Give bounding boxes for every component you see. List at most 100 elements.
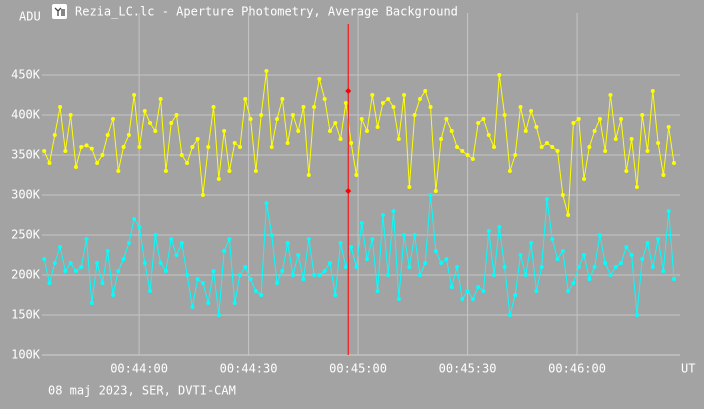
data-point <box>275 281 280 285</box>
data-point <box>417 273 422 277</box>
data-point <box>195 137 200 141</box>
data-point <box>317 77 322 81</box>
data-point <box>507 313 512 317</box>
data-point <box>592 129 597 133</box>
data-point <box>243 265 248 269</box>
data-point <box>454 265 459 269</box>
data-point <box>439 261 444 265</box>
y-tick-label: 100K <box>11 348 41 362</box>
data-point <box>486 229 491 233</box>
data-point <box>571 121 576 125</box>
data-point <box>137 225 142 229</box>
app-icon <box>52 4 67 19</box>
data-point <box>306 173 311 177</box>
data-point <box>375 125 380 129</box>
data-point <box>269 233 274 237</box>
chart-title: Rezia_LC.lc - Aperture Photometry, Avera… <box>75 5 458 19</box>
data-point <box>529 241 534 245</box>
data-point <box>269 145 274 149</box>
data-point <box>529 109 534 113</box>
data-point <box>89 146 94 151</box>
data-point <box>158 97 163 101</box>
data-point <box>301 277 306 281</box>
data-point <box>592 265 597 269</box>
data-point <box>285 141 290 145</box>
cursor-marker <box>345 88 352 94</box>
data-point <box>656 237 661 241</box>
data-point <box>253 169 258 173</box>
data-point <box>343 265 348 269</box>
data-point <box>597 117 602 121</box>
data-point <box>280 97 285 101</box>
data-point <box>566 213 571 217</box>
data-point <box>370 93 375 97</box>
data-point <box>190 305 195 309</box>
data-point <box>354 265 359 269</box>
data-point <box>423 261 428 265</box>
data-point <box>539 145 544 149</box>
data-point <box>359 117 364 121</box>
data-point <box>470 157 475 161</box>
data-point <box>238 273 243 277</box>
data-point <box>312 273 317 277</box>
data-point <box>211 269 216 273</box>
data-point <box>476 285 481 289</box>
data-point <box>587 277 592 281</box>
data-point <box>402 233 407 237</box>
data-point <box>412 113 417 117</box>
y-tick-label: 200K <box>11 268 41 282</box>
data-point <box>550 237 555 241</box>
data-point <box>169 237 174 241</box>
data-point <box>296 253 301 257</box>
data-point <box>486 133 491 137</box>
data-point <box>534 289 539 293</box>
data-point <box>460 297 465 301</box>
data-point <box>624 169 629 173</box>
data-point <box>375 289 380 293</box>
y-tick-label: 300K <box>11 188 41 202</box>
y-axis-label: ADU <box>19 10 41 24</box>
data-point <box>290 273 295 277</box>
data-point <box>417 97 422 101</box>
data-point <box>576 265 581 269</box>
data-point <box>444 117 449 121</box>
data-point <box>661 173 666 177</box>
data-point <box>597 233 602 237</box>
data-point <box>211 105 216 109</box>
data-point <box>608 273 613 277</box>
data-point <box>380 213 385 217</box>
data-point <box>100 281 105 285</box>
data-point <box>73 165 78 169</box>
data-point <box>619 261 624 265</box>
data-point <box>603 261 608 265</box>
data-point <box>179 241 184 245</box>
data-point <box>645 241 650 245</box>
data-point <box>222 249 227 253</box>
data-point <box>195 277 200 281</box>
data-point <box>280 269 285 273</box>
data-point <box>79 265 84 269</box>
data-point <box>89 301 94 305</box>
data-point <box>481 289 486 293</box>
data-point <box>555 149 560 153</box>
data-point <box>227 169 232 173</box>
data-point <box>301 105 306 109</box>
data-point <box>126 241 131 245</box>
data-point <box>507 169 512 173</box>
data-point <box>296 129 301 133</box>
data-point <box>222 129 227 133</box>
data-point <box>116 169 121 173</box>
data-point <box>47 281 52 285</box>
data-point <box>238 145 243 149</box>
cursor-marker <box>345 188 352 194</box>
data-point <box>232 301 237 305</box>
data-point <box>671 277 676 281</box>
data-point <box>613 137 618 141</box>
data-point <box>634 185 639 189</box>
data-point <box>608 93 613 97</box>
data-point <box>121 257 126 261</box>
data-point <box>380 101 385 105</box>
data-point <box>317 273 322 277</box>
data-point <box>84 143 89 148</box>
